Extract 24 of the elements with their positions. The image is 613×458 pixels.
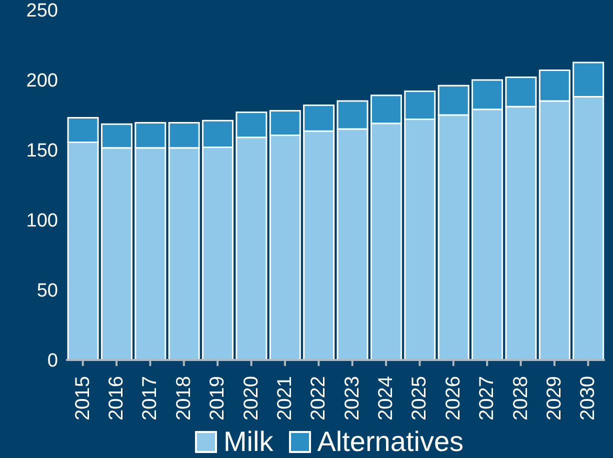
y-tick-label: 200 [26, 70, 58, 92]
y-tick-label: 0 [47, 350, 58, 372]
legend-label: Milk [223, 426, 274, 458]
x-tick-label: 2017 [139, 376, 162, 420]
y-tick-label: 100 [26, 210, 58, 232]
x-tick-label: 2020 [240, 376, 262, 420]
x-tick-label: 2022 [308, 376, 330, 420]
x-tick-label: 2023 [341, 376, 364, 420]
y-tick-label: 150 [26, 140, 58, 162]
x-tick-label: 2018 [172, 376, 195, 420]
x-tick-label: 2029 [543, 376, 566, 420]
x-tick-label: 2015 [72, 376, 94, 420]
x-tick-label: 2028 [510, 376, 532, 420]
x-tick-label: 2026 [442, 376, 464, 420]
x-tick-label: 2019 [206, 376, 229, 420]
y-tick-label: 250 [26, 0, 58, 22]
x-tick-label: 2016 [106, 376, 128, 420]
x-tick-label: 2030 [577, 376, 600, 420]
legend-label: Alternatives [317, 426, 464, 458]
x-tick-label: 2024 [375, 376, 398, 420]
x-tick-label: 2025 [408, 376, 431, 420]
x-tick-label: 2027 [476, 376, 498, 420]
x-tick-label: 2021 [274, 376, 296, 420]
y-tick-label: 50 [36, 280, 58, 302]
